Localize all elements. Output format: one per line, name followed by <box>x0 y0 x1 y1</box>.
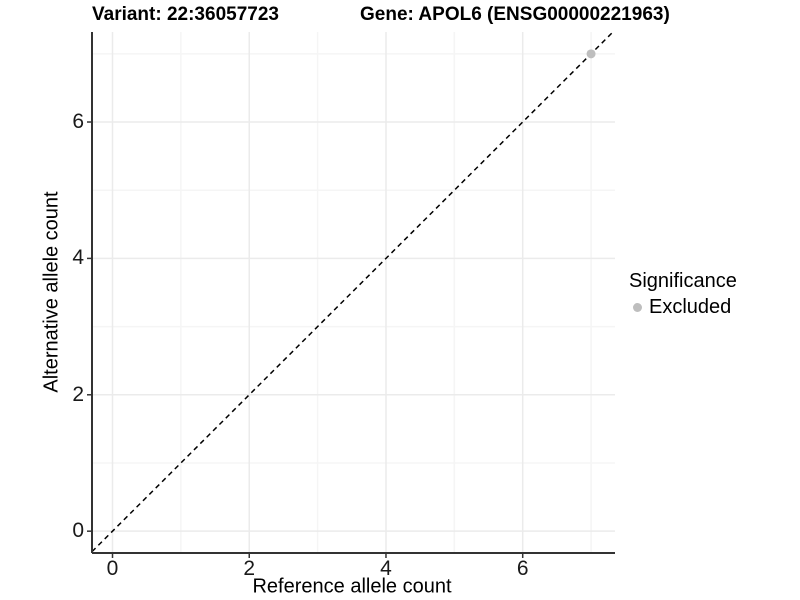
legend-item-label: Excluded <box>649 296 732 318</box>
y-tick-label: 4 <box>72 246 84 270</box>
x-tick-label: 4 <box>380 557 392 580</box>
identity-line <box>91 31 614 553</box>
x-tick-label: 6 <box>516 557 529 580</box>
legend-title: Significance <box>629 270 737 292</box>
legend-items: Excluded <box>629 296 737 319</box>
variant-title: Variant: 22:36057723 <box>92 4 279 25</box>
gene-title: Gene: APOL6 (ENSG00000221963) <box>360 4 670 25</box>
y-tick-label: 2 <box>72 382 84 406</box>
legend-key-dot-icon <box>633 303 642 312</box>
x-tick-label: 0 <box>106 557 119 580</box>
legend-item: Excluded <box>629 296 737 319</box>
legend: Significance Excluded <box>629 270 737 319</box>
y-tick-label: 6 <box>72 110 84 134</box>
x-tick-label: 2 <box>243 557 256 580</box>
data-point <box>586 49 596 59</box>
y-tick-label: 0 <box>72 519 84 543</box>
x-axis-title: Reference allele count <box>252 575 452 598</box>
